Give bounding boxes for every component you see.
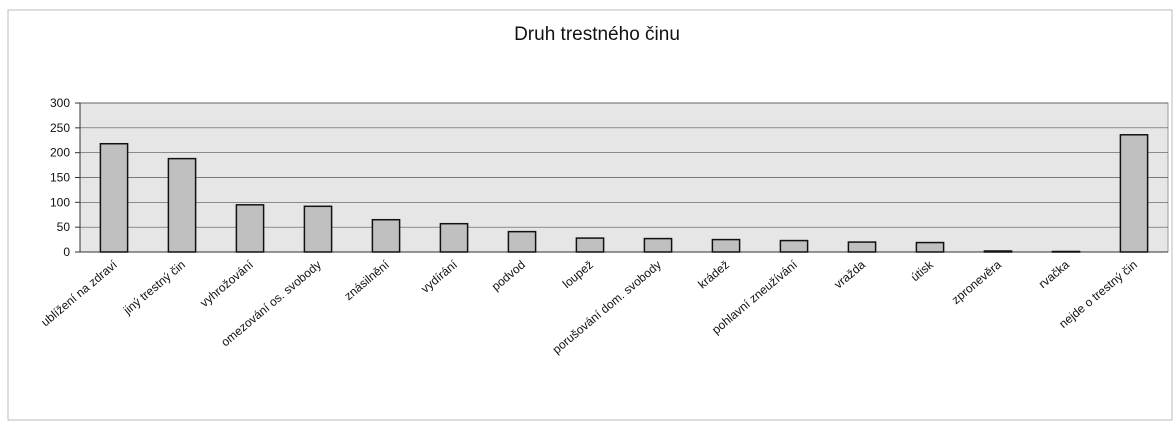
bar — [643, 237, 673, 253]
bar — [983, 250, 1013, 253]
bar — [915, 241, 945, 253]
y-tick-label: 200 — [50, 146, 70, 160]
chart-title: Druh trestného činu — [514, 24, 680, 45]
bar — [371, 218, 401, 253]
bar — [235, 204, 265, 253]
bar — [779, 239, 809, 253]
bar — [575, 237, 605, 253]
y-tick-label: 150 — [50, 171, 70, 185]
y-tick-label: 100 — [50, 195, 70, 209]
bar — [507, 230, 537, 253]
bar — [303, 205, 333, 253]
bar — [711, 238, 741, 253]
bar — [847, 241, 877, 253]
bar — [167, 157, 197, 253]
y-tick-label: 0 — [63, 245, 70, 259]
bar — [99, 142, 129, 253]
bar — [1119, 134, 1149, 253]
y-tick-label: 300 — [50, 96, 70, 110]
bar — [439, 222, 469, 253]
y-tick-label: 250 — [50, 121, 70, 135]
y-tick-label: 50 — [57, 220, 71, 234]
